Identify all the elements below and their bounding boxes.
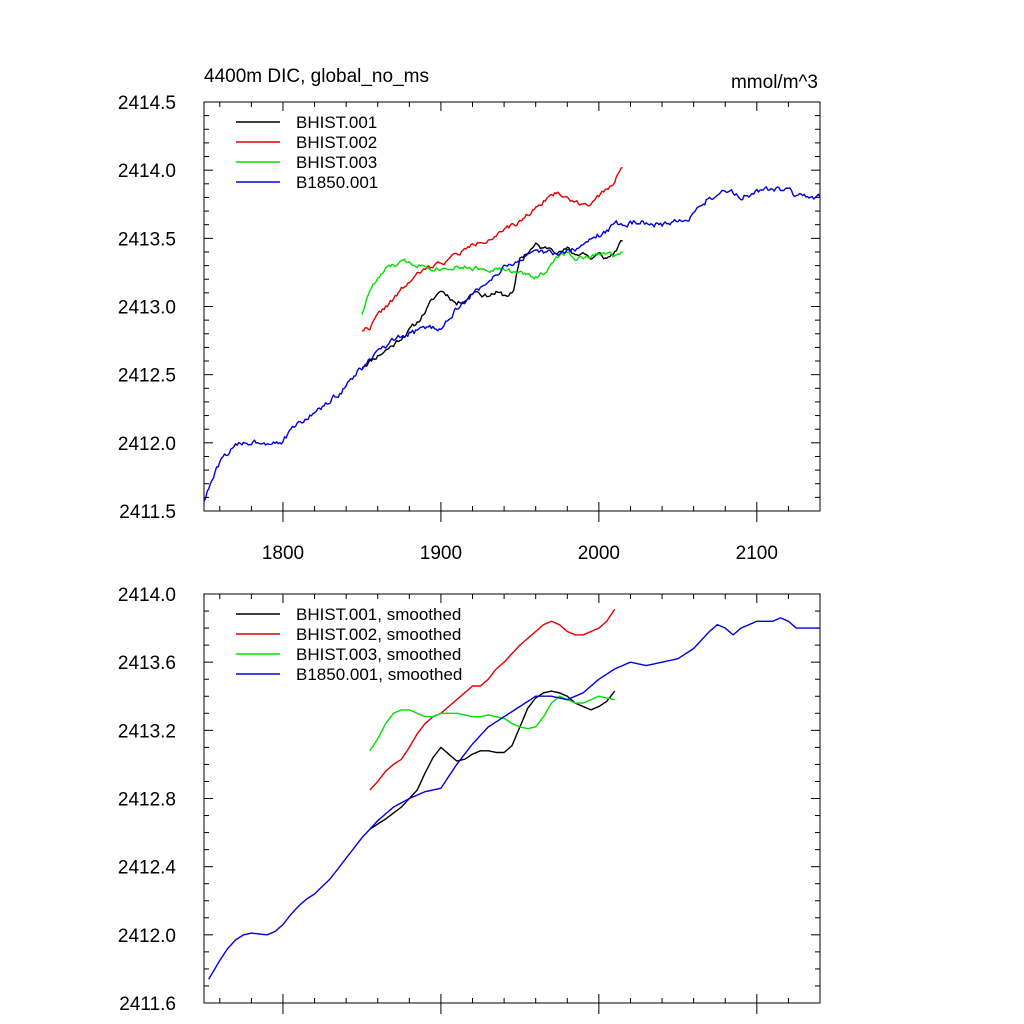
legend-label: B1850.001, smoothed bbox=[296, 665, 462, 684]
x-tick-label: 2000 bbox=[578, 543, 620, 564]
y-tick-label: 2412.0 bbox=[118, 434, 176, 455]
y-tick-label: 2414.5 bbox=[118, 93, 176, 114]
y-tick-label: 2413.5 bbox=[118, 229, 176, 250]
chart-title: 4400m DIC, global_no_ms bbox=[204, 66, 429, 87]
y-tick-label: 2413.6 bbox=[118, 653, 176, 674]
legend-label: B1850.001 bbox=[296, 173, 378, 192]
series-line bbox=[361, 251, 623, 315]
y-tick-label: 2411.6 bbox=[119, 994, 176, 1015]
series-line bbox=[369, 690, 616, 830]
series-line bbox=[361, 239, 623, 369]
legend-label: BHIST.003 bbox=[296, 153, 377, 172]
y-tick-label: 2413.2 bbox=[118, 721, 176, 742]
series-line bbox=[369, 695, 615, 752]
bottom-panel: 2411.6 2412.0 2412.4 2412.8 2413.2 2413.6 2414… bbox=[118, 585, 821, 1015]
legend-label: BHIST.001 bbox=[296, 113, 377, 132]
y-tick-label: 2411.5 bbox=[119, 502, 176, 523]
x-tick-label: 2100 bbox=[736, 543, 778, 564]
series-line bbox=[203, 186, 821, 502]
y-tick-label: 2414.0 bbox=[118, 585, 176, 606]
units-label: mmol/m^3 bbox=[731, 72, 818, 93]
y-tick-label: 2412.4 bbox=[118, 858, 177, 879]
series-line bbox=[361, 166, 623, 332]
y-tick-label: 2414.0 bbox=[118, 161, 176, 182]
y-tick-label: 2412.5 bbox=[118, 366, 176, 387]
legend-label: BHIST.002, smoothed bbox=[296, 625, 461, 644]
y-tick-label: 2412.8 bbox=[118, 790, 176, 811]
y-tick-label: 2412.0 bbox=[118, 926, 176, 947]
x-tick-label: 1800 bbox=[262, 543, 304, 564]
legend-label: BHIST.002 bbox=[296, 133, 377, 152]
series-line bbox=[208, 617, 820, 980]
series-line bbox=[369, 608, 616, 791]
y-tick-label: 2413.0 bbox=[118, 298, 176, 319]
x-tick-label: 1900 bbox=[420, 543, 462, 564]
legend-label: BHIST.001, smoothed bbox=[296, 605, 461, 624]
legend-label: BHIST.003, smoothed bbox=[296, 645, 461, 664]
top-panel: 2411.5 2412.0 2412.5 2413.0 2413.5 2414.0 2414… bbox=[118, 93, 821, 564]
